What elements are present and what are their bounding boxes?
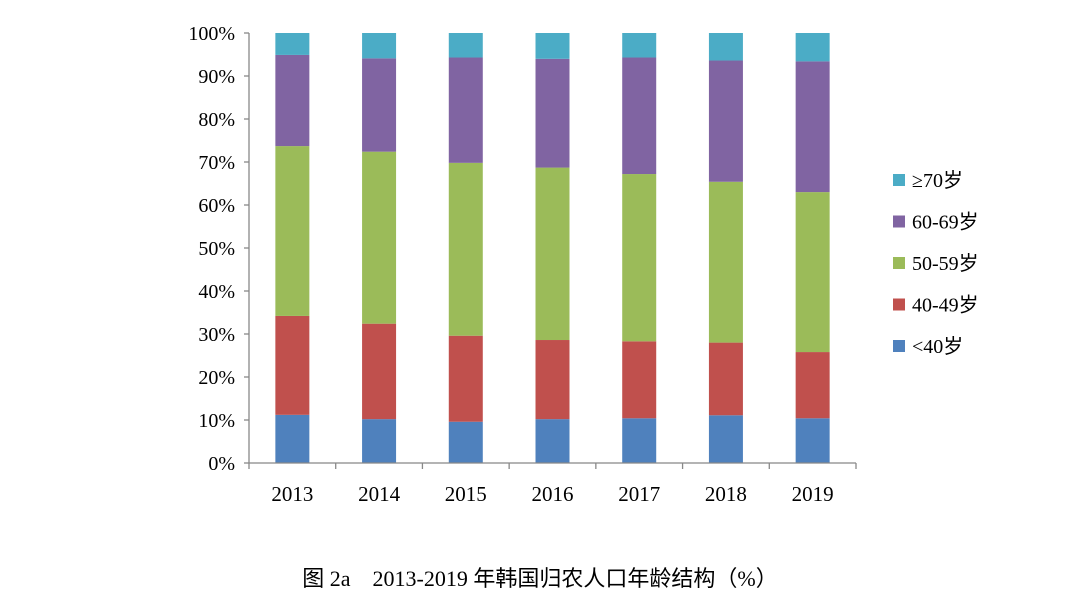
legend-item: 60-69岁 <box>893 211 979 234</box>
bars <box>275 33 830 463</box>
bar-segment-2018-1 <box>708 342 743 416</box>
legend-swatch <box>893 340 905 352</box>
bar-segment-2014-0 <box>362 419 397 463</box>
bar-segment-2019-2 <box>795 192 830 353</box>
legend-swatch <box>893 174 905 186</box>
bar-segment-2016-2 <box>535 167 570 341</box>
bar-segment-2015-1 <box>448 335 483 422</box>
y-tick-label: 100% <box>188 23 235 45</box>
bar-segment-2018-0 <box>708 415 743 463</box>
y-tick-label: 80% <box>198 109 235 131</box>
chart-caption: 图 2a 2013-2019 年韩国归农人口年龄结构（%） <box>302 566 777 591</box>
bar-segment-2013-3 <box>275 54 310 147</box>
bar-segment-2018-2 <box>708 181 743 343</box>
bar-segment-2015-4 <box>448 33 483 58</box>
legend-label: ≥70岁 <box>912 169 963 192</box>
bar-segment-2019-3 <box>795 61 830 193</box>
bar-segment-2015-0 <box>448 421 483 463</box>
legend-item: 50-59岁 <box>893 252 979 275</box>
bar-segment-2013-1 <box>275 315 310 415</box>
legend-label: 50-59岁 <box>912 252 979 275</box>
bar-segment-2016-1 <box>535 340 570 420</box>
bar-segment-2015-3 <box>448 57 483 163</box>
y-tick-label: 70% <box>198 152 235 174</box>
bar-segment-2014-2 <box>362 151 397 324</box>
bar-segment-2019-4 <box>795 33 830 62</box>
bar-segment-2013-2 <box>275 146 310 316</box>
x-tick-label: 2014 <box>358 482 401 506</box>
y-tick-label: 20% <box>198 367 235 389</box>
bar-segment-2017-2 <box>622 174 657 342</box>
bar-segment-2014-1 <box>362 323 397 420</box>
bar-segment-2017-0 <box>622 418 657 463</box>
y-tick-label: 30% <box>198 324 235 346</box>
x-tick-label: 2018 <box>705 482 747 506</box>
y-tick-label: 0% <box>208 453 235 475</box>
legend-label: 40-49岁 <box>912 294 979 317</box>
legend-swatch <box>893 215 905 228</box>
legend-swatch <box>893 298 905 311</box>
x-tick-label: 2019 <box>792 482 834 506</box>
bar-segment-2016-3 <box>535 58 570 168</box>
x-tick-label: 2013 <box>271 482 313 506</box>
bar-segment-2013-0 <box>275 414 310 463</box>
axes: 2013 2014 2015 2016 2017 2018 2019 0% 10% 20% 30% 4… <box>188 23 857 506</box>
legend-label: <40岁 <box>912 335 963 358</box>
x-tick-label: 2015 <box>445 482 487 506</box>
bar-segment-2014-3 <box>362 58 397 152</box>
bar-segment-2016-0 <box>535 419 570 463</box>
bar-segment-2015-2 <box>448 162 483 336</box>
y-tick-label: 50% <box>198 238 235 260</box>
x-tick-label: 2017 <box>618 482 660 506</box>
bar-segment-2014-4 <box>362 33 397 59</box>
legend: ≥70岁 60-69岁 50-59岁 40-49岁 <40岁 <box>893 169 979 358</box>
legend-item: <40岁 <box>893 335 963 358</box>
bar-segment-2017-4 <box>622 33 657 58</box>
y-tick-label: 40% <box>198 281 235 303</box>
bar-segment-2018-3 <box>708 60 743 182</box>
legend-item: ≥70岁 <box>893 169 963 192</box>
legend-item: 40-49岁 <box>893 294 979 317</box>
bar-segment-2017-3 <box>622 57 657 175</box>
bar-segment-2016-4 <box>535 33 570 59</box>
bar-segment-2017-1 <box>622 341 657 419</box>
legend-label: 60-69岁 <box>912 211 979 234</box>
y-tick-label: 60% <box>198 195 235 217</box>
bar-segment-2019-0 <box>795 418 830 463</box>
y-tick-label: 10% <box>198 410 235 432</box>
x-tick-label: 2016 <box>532 482 574 506</box>
bar-segment-2013-4 <box>275 33 310 55</box>
y-tick-label: 90% <box>198 66 235 88</box>
legend-swatch <box>893 257 905 269</box>
bar-segment-2019-1 <box>795 352 830 419</box>
bar-segment-2018-4 <box>708 33 743 61</box>
